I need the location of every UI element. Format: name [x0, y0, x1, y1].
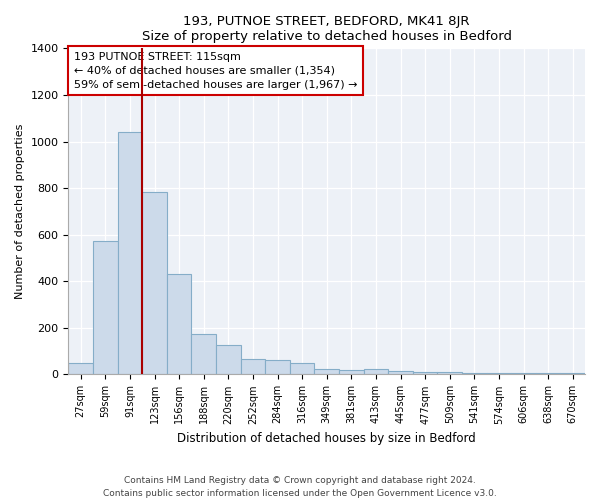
Bar [265, 360, 290, 374]
Bar [290, 363, 314, 374]
Bar [314, 368, 339, 374]
Bar [118, 132, 142, 374]
Bar [167, 274, 191, 374]
Bar [142, 192, 167, 374]
X-axis label: Distribution of detached houses by size in Bedford: Distribution of detached houses by size … [178, 432, 476, 445]
Text: Contains HM Land Registry data © Crown copyright and database right 2024.
Contai: Contains HM Land Registry data © Crown c… [103, 476, 497, 498]
Y-axis label: Number of detached properties: Number of detached properties [15, 124, 25, 299]
Bar [437, 372, 462, 374]
Bar [241, 360, 265, 374]
Bar [388, 371, 413, 374]
Bar [413, 372, 437, 374]
Title: 193, PUTNOE STREET, BEDFORD, MK41 8JR
Size of property relative to detached hous: 193, PUTNOE STREET, BEDFORD, MK41 8JR Si… [142, 15, 512, 43]
Bar [191, 334, 216, 374]
Bar [93, 240, 118, 374]
Text: 193 PUTNOE STREET: 115sqm
← 40% of detached houses are smaller (1,354)
59% of se: 193 PUTNOE STREET: 115sqm ← 40% of detac… [74, 52, 357, 90]
Bar [339, 370, 364, 374]
Bar [216, 346, 241, 374]
Bar [364, 368, 388, 374]
Bar [68, 363, 93, 374]
